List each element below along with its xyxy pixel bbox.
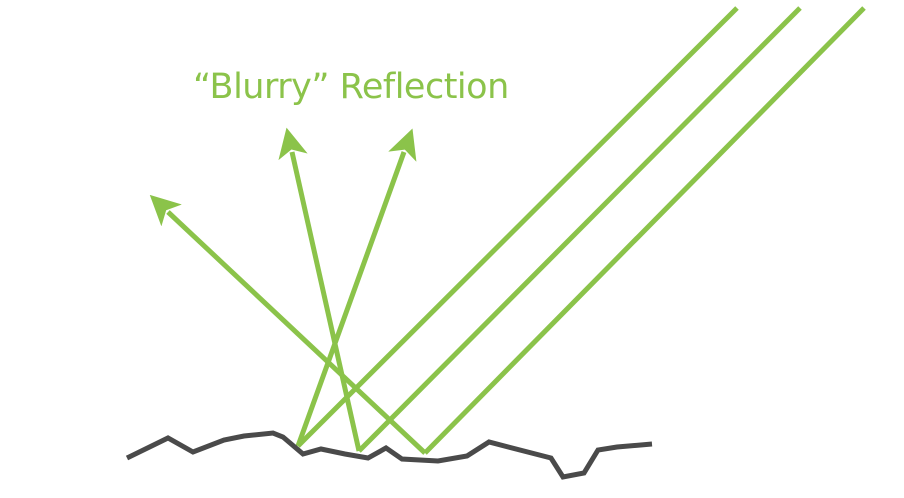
- incident-ray-3: [423, 6, 866, 455]
- reflected-rays: [149, 127, 427, 455]
- incident-ray-1: [296, 6, 739, 448]
- reflected-ray-3: [149, 194, 427, 455]
- reflected-ray-1: [295, 128, 417, 447]
- rough-surface: [125, 430, 653, 480]
- incident-ray-2: [357, 6, 802, 453]
- diagram-title: “Blurry” Reflection: [193, 67, 509, 107]
- reflected-ray-2: [278, 127, 362, 452]
- incident-rays: [296, 6, 866, 455]
